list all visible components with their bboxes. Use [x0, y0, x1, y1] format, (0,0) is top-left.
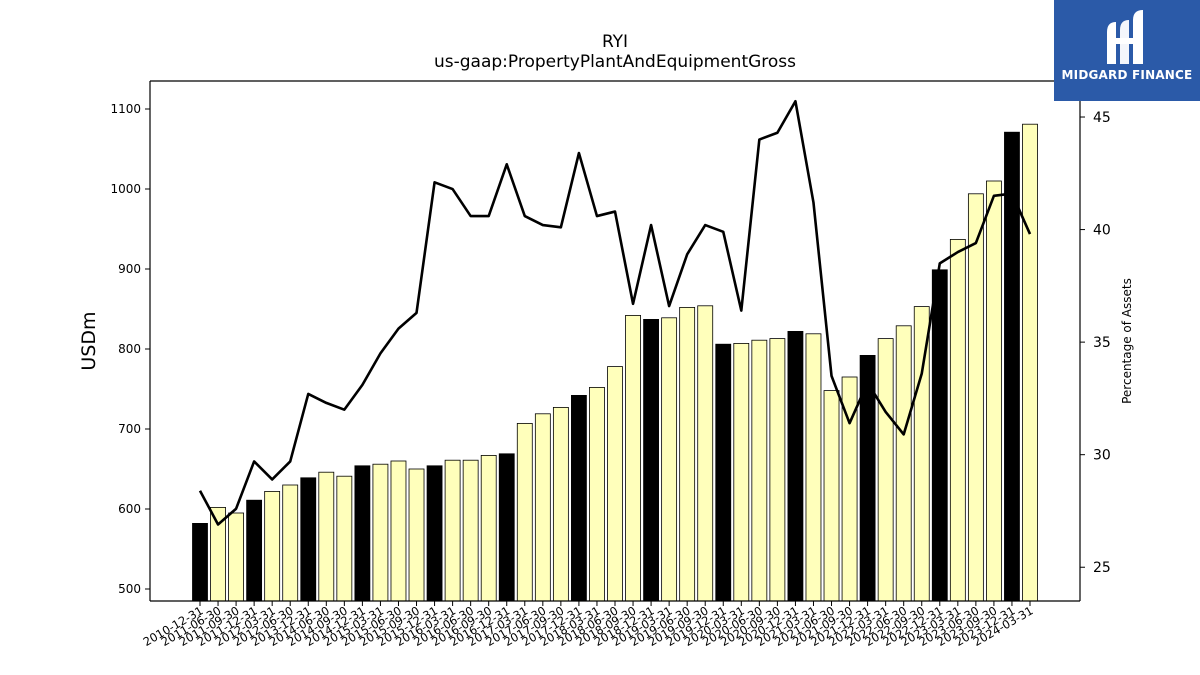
- bar: [282, 484, 299, 602]
- y-tick-label: 800: [118, 342, 141, 356]
- bar: [895, 325, 912, 602]
- y2-axis-label: Percentage of Assets: [1120, 278, 1134, 404]
- y2-tick-label: 30: [1093, 448, 1111, 464]
- bar: [336, 475, 353, 602]
- bar: [733, 342, 750, 602]
- logo-text: MIDGARD FINANCE: [1061, 68, 1193, 82]
- bar: [967, 193, 984, 602]
- y2-tick-label: 35: [1093, 335, 1111, 351]
- bar: [931, 269, 948, 602]
- bar: [318, 471, 335, 602]
- bar: [228, 512, 244, 602]
- bar: [1022, 123, 1038, 602]
- y-tick-label: 500: [118, 582, 141, 596]
- bar: [390, 460, 407, 602]
- bar: [769, 338, 786, 602]
- bar: [516, 422, 533, 602]
- bar: [661, 317, 678, 602]
- bar: [787, 330, 804, 602]
- bar: [246, 499, 263, 602]
- bar: [462, 459, 479, 602]
- y-axis-label: USDm: [78, 311, 100, 370]
- y-tick-label: 1100: [110, 102, 141, 116]
- bar: [625, 314, 641, 602]
- bar: [571, 394, 587, 602]
- y-tick-label: 700: [118, 422, 141, 436]
- bar: [444, 459, 461, 602]
- y-tick-label: 1000: [110, 182, 141, 196]
- y2-tick-label: 40: [1093, 223, 1111, 239]
- midgard-logo-icon: [1107, 10, 1143, 64]
- y-tick-label: 900: [118, 262, 141, 276]
- bar: [715, 343, 732, 602]
- bar: [751, 339, 768, 602]
- bar: [480, 454, 497, 602]
- bar: [805, 333, 822, 602]
- bar: [877, 338, 894, 602]
- bar: [426, 465, 443, 602]
- y-tick-label: 600: [118, 502, 141, 516]
- bar: [697, 305, 714, 602]
- bar: [986, 180, 1002, 602]
- bar: [192, 523, 208, 602]
- bar: [372, 463, 389, 602]
- bar: [300, 477, 317, 602]
- bar: [589, 386, 605, 602]
- bar: [264, 490, 281, 602]
- bar: [534, 413, 551, 602]
- bar: [679, 306, 696, 602]
- bar: [949, 238, 966, 602]
- bar: [823, 390, 840, 602]
- bar: [913, 306, 930, 602]
- y2-tick-label: 25: [1093, 560, 1111, 576]
- brand-logo: MIDGARD FINANCE: [1054, 0, 1200, 101]
- chart-subtitle: us-gaap:PropertyPlantAndEquipmentGross: [433, 52, 797, 72]
- bar: [607, 366, 623, 602]
- bar: [408, 468, 425, 602]
- y2-tick-label: 45: [1093, 110, 1111, 126]
- series-line-pct-of-assets: [198, 99, 1032, 526]
- chart-title: RYI: [601, 32, 629, 52]
- bar: [643, 318, 659, 602]
- bar: [552, 406, 569, 602]
- bar: [498, 453, 515, 602]
- bar: [354, 465, 371, 602]
